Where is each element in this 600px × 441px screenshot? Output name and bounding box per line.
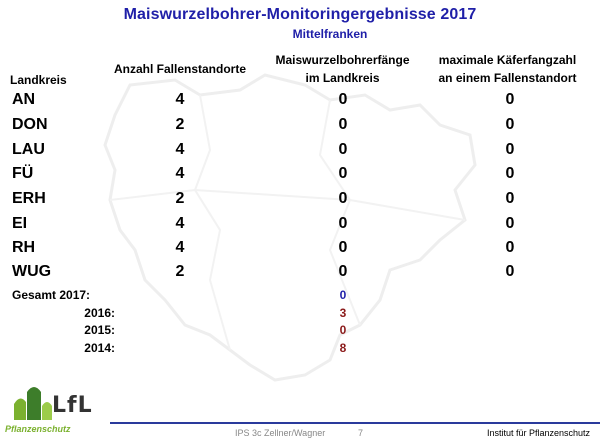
faenge-value: 0: [338, 91, 348, 108]
anzahl-value: 2: [175, 263, 185, 280]
header-max-kaeferfangzahl: maximale Käferfangzahl an einem Fallenst…: [425, 51, 590, 87]
max-value: 0: [505, 165, 515, 182]
max-value: 0: [505, 239, 515, 256]
total-value-2014: 8: [339, 341, 347, 355]
max-value: 0: [505, 116, 515, 133]
landkreis-name: RH: [12, 239, 36, 256]
footer-divider: [110, 422, 600, 424]
total-label-2014: 2014:: [84, 341, 115, 355]
total-value-2017: 0: [339, 288, 347, 302]
background-map: [103, 73, 477, 382]
header-landkreis: Landkreis: [10, 73, 67, 87]
anzahl-value: 4: [175, 141, 185, 158]
max-value: 0: [505, 141, 515, 158]
table-row: FÜ 4 0 0: [0, 162, 600, 186]
logo-subtitle: Pflanzenschutz: [5, 424, 71, 434]
table-row: WUG 2 0 0: [0, 260, 600, 284]
max-value: 0: [505, 263, 515, 280]
header-faenge-line2: im Landkreis: [305, 71, 380, 85]
faenge-value: 0: [338, 190, 348, 207]
faenge-value: 0: [338, 165, 348, 182]
table-row: DON 2 0 0: [0, 113, 600, 137]
landkreis-name: ERH: [12, 190, 46, 207]
landkreis-name: EI: [12, 215, 28, 232]
header-max-line2: an einem Fallenstandort: [438, 71, 577, 85]
anzahl-value: 2: [175, 116, 185, 133]
max-value: 0: [505, 215, 515, 232]
header-faenge-line1: Maiswurzelbohrerfänge: [275, 53, 410, 67]
page-title: Maiswurzelbohrer-Monitoringergebnisse 20…: [123, 6, 477, 23]
faenge-value: 0: [338, 263, 348, 280]
anzahl-value: 2: [175, 190, 185, 207]
footer-author: IPS 3c Zellner/Wagner: [235, 428, 326, 438]
anzahl-value: 4: [175, 239, 185, 256]
anzahl-value: 4: [175, 215, 185, 232]
faenge-value: 0: [338, 215, 348, 232]
total-value-2016: 3: [339, 306, 347, 320]
total-label-2016: 2016:: [84, 306, 115, 320]
anzahl-value: 4: [175, 165, 185, 182]
landkreis-name: FÜ: [12, 165, 34, 182]
landkreis-name: AN: [12, 91, 36, 108]
table-row: LAU 4 0 0: [0, 138, 600, 162]
lfl-logo-icon: [14, 387, 52, 420]
total-value-2015: 0: [339, 323, 347, 337]
footer-institute: Institut für Pflanzenschutz: [487, 428, 591, 438]
max-value: 0: [505, 91, 515, 108]
logo-text: LfL: [52, 393, 93, 418]
table-row: AN 4 0 0: [0, 88, 600, 112]
header-max-line1: maximale Käferfangzahl: [438, 53, 577, 67]
faenge-value: 0: [338, 141, 348, 158]
total-label-2017: Gesamt 2017:: [12, 288, 91, 302]
table-row: EI 4 0 0: [0, 212, 600, 236]
header-faenge: Maiswurzelbohrerfänge im Landkreis: [265, 51, 420, 87]
faenge-value: 0: [338, 239, 348, 256]
total-label-2015: 2015:: [84, 323, 115, 337]
table-row: RH 4 0 0: [0, 236, 600, 260]
landkreis-name: WUG: [12, 263, 52, 280]
faenge-value: 0: [338, 116, 348, 133]
landkreis-name: DON: [12, 116, 48, 133]
page-subtitle: Mittelfranken: [292, 27, 368, 41]
header-anzahl-fallenstandorte: Anzahl Fallenstandorte: [113, 62, 247, 76]
table-row: ERH 2 0 0: [0, 187, 600, 211]
footer-page-number: 7: [358, 428, 364, 438]
max-value: 0: [505, 190, 515, 207]
landkreis-name: LAU: [12, 141, 45, 158]
anzahl-value: 4: [175, 91, 185, 108]
